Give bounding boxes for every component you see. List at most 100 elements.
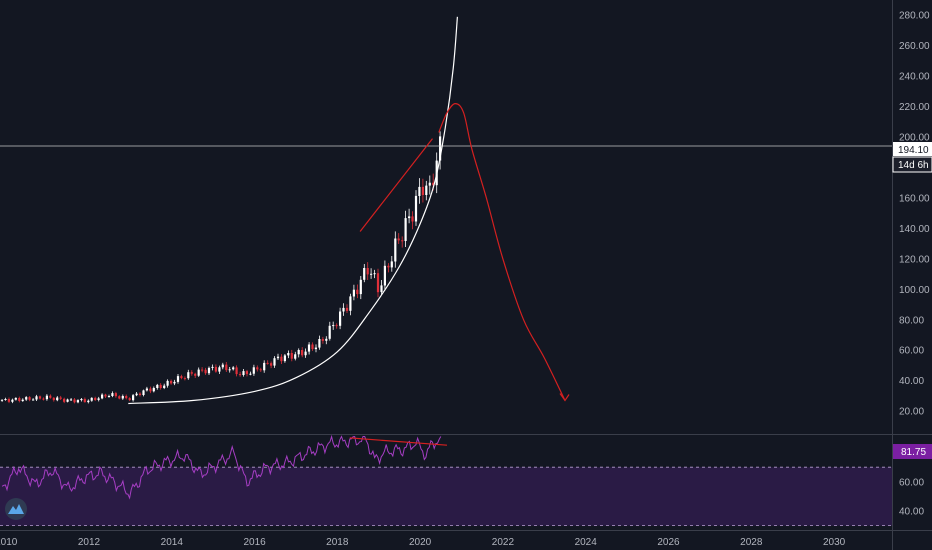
rsi-value-tag: 81.75 — [893, 444, 932, 459]
candle — [245, 371, 248, 375]
candle — [83, 399, 86, 403]
rsi-value-label: 81.75 — [901, 447, 926, 458]
candle — [418, 186, 421, 196]
candle — [166, 380, 169, 386]
time-axis[interactable]: 2010 2012 2014 2016 2018 2020 2022 2024 2026 2028… — [0, 537, 846, 548]
candle — [21, 399, 24, 401]
candle — [256, 367, 259, 370]
candle — [294, 354, 297, 359]
candle — [11, 399, 14, 402]
candle — [194, 373, 197, 376]
price-tick-label: 160.00 — [899, 194, 930, 205]
candle — [214, 366, 217, 372]
countdown-label: 14d 6h — [898, 160, 929, 171]
candle — [170, 380, 173, 384]
candle — [242, 371, 245, 375]
candle — [273, 358, 276, 366]
candle — [325, 338, 328, 341]
candle — [69, 399, 73, 401]
time-tick-label: 2022 — [492, 537, 515, 548]
candle — [318, 339, 321, 348]
candle — [432, 182, 435, 186]
candle — [249, 373, 252, 375]
rsi-tick-label: 60.00 — [899, 477, 924, 488]
candle — [56, 397, 59, 401]
candle — [370, 273, 373, 275]
price-tick-label: 40.00 — [899, 376, 924, 387]
countdown-tag-bg — [892, 156, 932, 173]
candle — [66, 399, 69, 402]
time-tick-label: 2028 — [740, 537, 763, 548]
candle — [301, 350, 304, 356]
candle — [349, 296, 352, 311]
candle — [345, 307, 349, 311]
candle — [218, 367, 221, 372]
candle — [376, 273, 380, 293]
price-tick-label: 20.00 — [899, 407, 924, 418]
candle — [408, 216, 411, 219]
candle — [49, 395, 52, 398]
candle — [280, 356, 283, 362]
candle — [14, 398, 17, 400]
candle — [190, 372, 193, 374]
candle — [328, 325, 331, 339]
candle — [356, 289, 359, 295]
tradingview-logo-badge — [5, 498, 27, 520]
parabolic-curve — [128, 16, 458, 405]
candle — [366, 268, 369, 275]
candle — [411, 216, 414, 222]
candle — [290, 353, 293, 359]
candle — [225, 364, 228, 371]
tradingview-logo[interactable] — [5, 498, 27, 520]
rsi-axis[interactable]: 40.00 60.00 — [899, 477, 924, 517]
candle — [339, 311, 342, 326]
candle — [42, 398, 45, 400]
projection-arrowhead — [559, 393, 570, 402]
candle — [387, 265, 390, 268]
candle — [25, 397, 28, 400]
candle — [163, 385, 166, 388]
candle — [307, 344, 311, 352]
last-price-tag-bg — [893, 142, 932, 156]
candle — [394, 238, 397, 262]
candle — [266, 362, 269, 364]
candle — [80, 399, 83, 401]
candle — [228, 369, 231, 371]
candle — [332, 325, 335, 327]
candle — [425, 185, 428, 195]
time-tick-label: 2018 — [326, 537, 349, 548]
candle — [176, 376, 180, 382]
candle — [363, 268, 366, 280]
candle — [97, 398, 100, 400]
time-tick-label: 2030 — [823, 537, 846, 548]
time-tick-label: 2012 — [78, 537, 101, 548]
time-tick-label: 2014 — [161, 537, 184, 548]
candle — [121, 396, 124, 399]
candle — [104, 394, 107, 397]
candle — [380, 285, 383, 293]
price-tick-label: 240.00 — [899, 72, 930, 83]
candle — [149, 388, 152, 392]
price-tick-label: 60.00 — [899, 346, 924, 357]
candle — [221, 364, 224, 368]
candle — [401, 240, 404, 242]
candle — [7, 399, 10, 402]
rsi-value-tag-bg — [893, 444, 932, 459]
candle — [276, 356, 280, 359]
candle — [297, 350, 300, 355]
candle — [235, 367, 238, 375]
candle — [352, 289, 355, 297]
candle — [373, 273, 376, 275]
candle — [259, 369, 262, 371]
candle — [204, 369, 207, 374]
candle — [94, 397, 97, 400]
candle — [414, 195, 418, 222]
time-tick-label: 2020 — [409, 537, 432, 548]
candle — [397, 238, 400, 241]
price-tick-label: 120.00 — [899, 254, 930, 265]
candle — [59, 397, 62, 399]
price-tick-label: 140.00 — [899, 224, 930, 235]
candle — [32, 399, 35, 401]
